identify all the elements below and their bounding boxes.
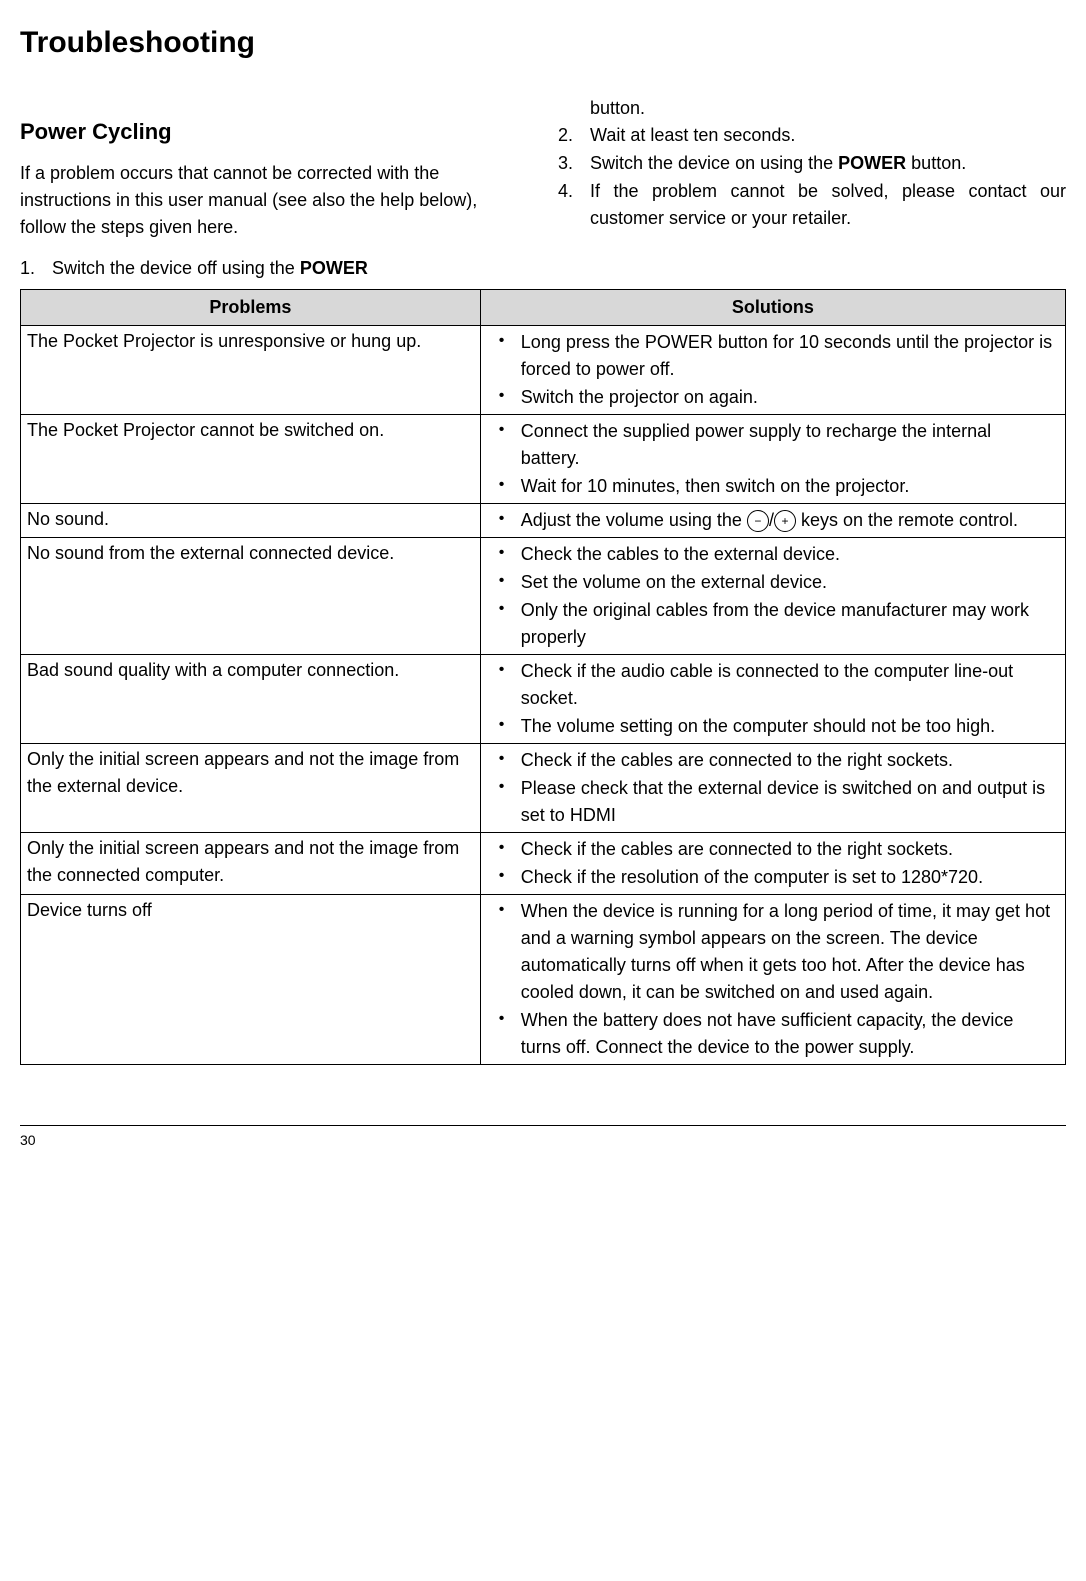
two-column-layout: Power Cycling If a problem occurs that c… bbox=[20, 95, 1066, 283]
solution-cell: Long press the POWER button for 10 secon… bbox=[480, 326, 1065, 415]
solution-item: The volume setting on the computer shoul… bbox=[521, 713, 1053, 740]
section-title: Power Cycling bbox=[20, 115, 528, 148]
solution-cell: Connect the supplied power supply to rec… bbox=[480, 415, 1065, 504]
step-item: 3.Switch the device on using the POWER b… bbox=[558, 150, 1066, 177]
step-item: 4.If the problem cannot be solved, pleas… bbox=[558, 178, 1066, 232]
table-row: The Pocket Projector cannot be switched … bbox=[21, 415, 1066, 504]
header-solutions: Solutions bbox=[480, 290, 1065, 326]
troubleshooting-table: Problems Solutions The Pocket Projector … bbox=[20, 289, 1066, 1065]
solution-item: Check if the cables are connected to the… bbox=[521, 747, 1053, 774]
solution-item: Please check that the external device is… bbox=[521, 775, 1053, 829]
solution-cell: When the device is running for a long pe… bbox=[480, 895, 1065, 1065]
problem-cell: Only the initial screen appears and not … bbox=[21, 833, 481, 895]
steps-left: 1.Switch the device off using the POWER bbox=[20, 255, 528, 282]
problem-cell: No sound. bbox=[21, 504, 481, 538]
solution-cell: Check if the audio cable is connected to… bbox=[480, 655, 1065, 744]
step-item: 1.Switch the device off using the POWER bbox=[20, 255, 528, 282]
volume-down-icon: − bbox=[747, 510, 769, 532]
problem-cell: Bad sound quality with a computer connec… bbox=[21, 655, 481, 744]
table-row: No sound. Adjust the volume using the −/+… bbox=[21, 504, 1066, 538]
solution-item: Wait for 10 minutes, then switch on the … bbox=[521, 473, 1053, 500]
solution-item: When the battery does not have sufficien… bbox=[521, 1007, 1053, 1061]
problem-cell: The Pocket Projector is unresponsive or … bbox=[21, 326, 481, 415]
table-row: No sound from the external connected dev… bbox=[21, 538, 1066, 655]
solution-item: Long press the POWER button for 10 secon… bbox=[521, 329, 1053, 383]
page-number: 30 bbox=[20, 1132, 36, 1148]
solution-item: Set the volume on the external device. bbox=[521, 569, 1053, 596]
steps-right: 2.Wait at least ten seconds.3.Switch the… bbox=[558, 122, 1066, 232]
solution-cell: Check the cables to the external device.… bbox=[480, 538, 1065, 655]
table-row: Bad sound quality with a computer connec… bbox=[21, 655, 1066, 744]
step-item: 2.Wait at least ten seconds. bbox=[558, 122, 1066, 149]
table-row: Only the initial screen appears and not … bbox=[21, 744, 1066, 833]
solution-item: Adjust the volume using the −/+ keys on … bbox=[521, 507, 1053, 534]
header-problems: Problems bbox=[21, 290, 481, 326]
page-title: Troubleshooting bbox=[20, 20, 1066, 65]
left-column: Power Cycling If a problem occurs that c… bbox=[20, 95, 528, 283]
solution-cell: Check if the cables are connected to the… bbox=[480, 833, 1065, 895]
problem-cell: Device turns off bbox=[21, 895, 481, 1065]
solution-cell: Check if the cables are connected to the… bbox=[480, 744, 1065, 833]
solution-item: Check if the audio cable is connected to… bbox=[521, 658, 1053, 712]
intro-text: If a problem occurs that cannot be corre… bbox=[20, 160, 528, 241]
solution-item: Connect the supplied power supply to rec… bbox=[521, 418, 1053, 472]
step1-continuation: button. bbox=[558, 95, 1066, 122]
solution-item: Check if the cables are connected to the… bbox=[521, 836, 1053, 863]
solution-item: Only the original cables from the device… bbox=[521, 597, 1053, 651]
solution-item: Switch the projector on again. bbox=[521, 384, 1053, 411]
solution-cell: Adjust the volume using the −/+ keys on … bbox=[480, 504, 1065, 538]
solution-item: Check if the resolution of the computer … bbox=[521, 864, 1053, 891]
problem-cell: No sound from the external connected dev… bbox=[21, 538, 481, 655]
table-row: Only the initial screen appears and not … bbox=[21, 833, 1066, 895]
solution-item: Check the cables to the external device. bbox=[521, 541, 1053, 568]
problem-cell: The Pocket Projector cannot be switched … bbox=[21, 415, 481, 504]
page-footer: 30 bbox=[20, 1125, 1066, 1151]
problem-cell: Only the initial screen appears and not … bbox=[21, 744, 481, 833]
table-row: The Pocket Projector is unresponsive or … bbox=[21, 326, 1066, 415]
solution-item: When the device is running for a long pe… bbox=[521, 898, 1053, 1006]
table-row: Device turns off When the device is runni… bbox=[21, 895, 1066, 1065]
right-column: button. 2.Wait at least ten seconds.3.Sw… bbox=[558, 95, 1066, 283]
volume-up-icon: + bbox=[774, 510, 796, 532]
